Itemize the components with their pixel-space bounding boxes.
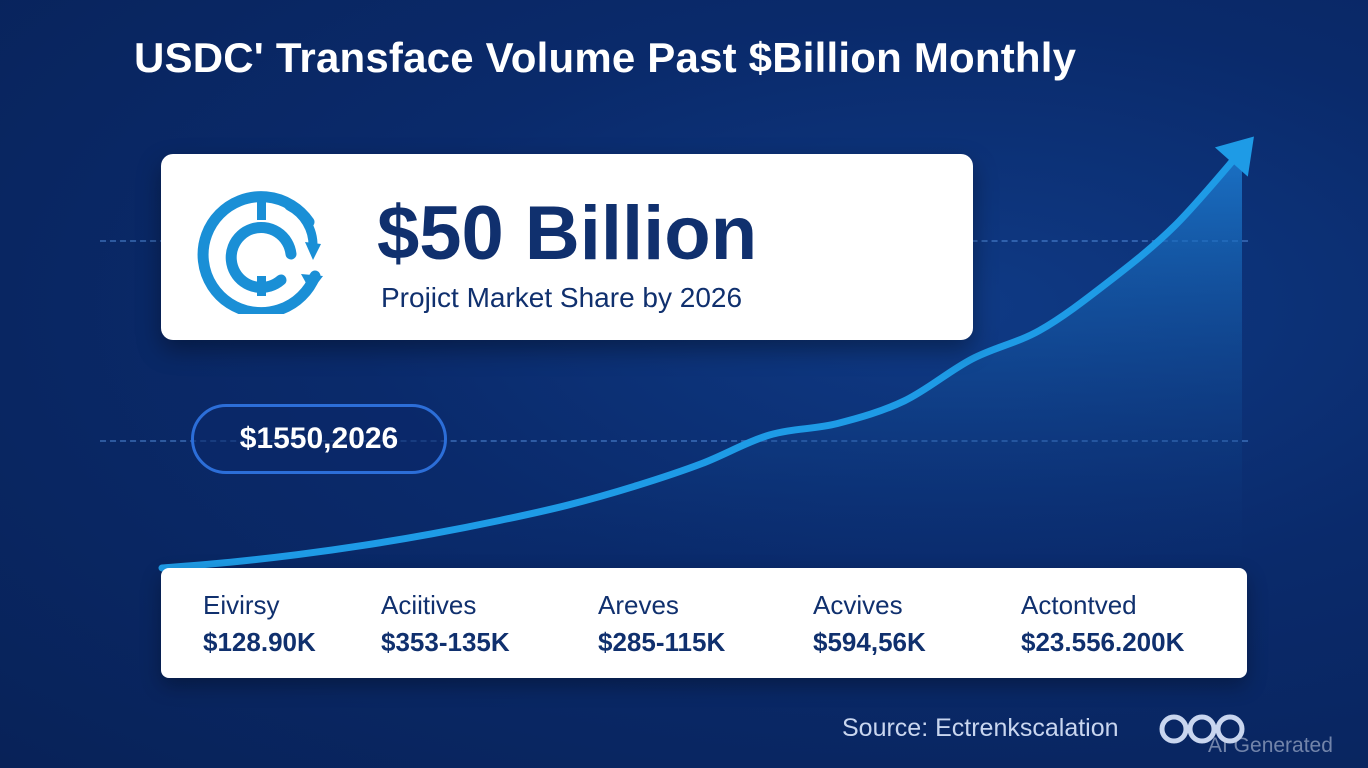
circular-currency-arrow-icon bbox=[197, 191, 323, 314]
dashed-guide-line-middle bbox=[100, 440, 1248, 442]
hero-value: $50 Billion bbox=[377, 191, 758, 276]
series-line bbox=[158, 146, 1246, 572]
value-pill: $1550,2026 bbox=[191, 404, 447, 474]
chart-title: USDC' Transface Volume Past $Billion Mon… bbox=[134, 34, 1077, 81]
stat-item: Actontved $23.556.200K bbox=[1021, 590, 1184, 658]
stat-item: Eivirsy $128.90K bbox=[203, 590, 316, 658]
stat-item: Areves $285-115K bbox=[598, 590, 725, 658]
hero-subtitle: Projict Market Share by 2026 bbox=[381, 282, 743, 313]
stat-label: Acvives bbox=[813, 590, 903, 620]
stat-label: Aciitives bbox=[381, 590, 477, 620]
ai-generated-watermark: AI Generated bbox=[1208, 734, 1333, 757]
source-logo-icon bbox=[1159, 714, 1245, 744]
stat-label: Eivirsy bbox=[203, 590, 280, 620]
pill-text: $1550,2026 bbox=[239, 422, 399, 455]
stat-value: $594,56K bbox=[813, 627, 926, 657]
trend-arrowhead bbox=[1214, 136, 1254, 177]
headline-card: $50 Billion Projict Market Share by 2026 bbox=[161, 154, 973, 340]
stat-value: $23.556.200K bbox=[1021, 627, 1185, 657]
stat-item: Aciitives $353-135K bbox=[381, 590, 510, 658]
stat-item: Acvives $594,56K bbox=[813, 590, 926, 658]
stat-value: $353-135K bbox=[381, 627, 510, 657]
stat-label: Actontved bbox=[1021, 590, 1137, 620]
stat-label: Areves bbox=[598, 590, 679, 620]
series-area bbox=[162, 150, 1242, 568]
source-caption: Source: Ectrenkscalation bbox=[842, 714, 1119, 742]
stat-value: $128.90K bbox=[203, 627, 316, 657]
stats-bar: Eivirsy $128.90K Aciitives $353-135K Are… bbox=[161, 568, 1247, 678]
stat-value: $285-115K bbox=[598, 627, 726, 657]
